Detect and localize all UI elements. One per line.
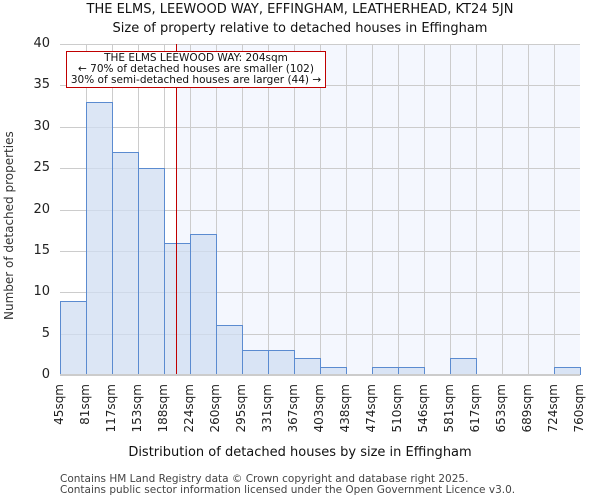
annotation-box: THE ELMS LEEWOOD WAY: 204sqm ← 70% of de…: [66, 51, 326, 88]
plot-area: THE ELMS LEEWOOD WAY: 204sqm ← 70% of de…: [60, 44, 581, 375]
x-tick-label: 188sqm: [156, 384, 170, 433]
histogram-bar: [268, 350, 295, 375]
footer-line-2: Contains public sector information licen…: [60, 484, 516, 496]
annotation-line-1: THE ELMS LEEWOOD WAY: 204sqm: [104, 52, 288, 64]
y-axis-label: Number of detached properties: [2, 131, 16, 320]
gridline-vertical: [216, 44, 217, 375]
y-tick-label: 5: [41, 325, 50, 341]
histogram-bar: [242, 350, 269, 375]
gridline-vertical: [294, 44, 295, 375]
x-tick-label: 331sqm: [260, 384, 274, 433]
histogram-bar: [216, 325, 243, 375]
y-tick-label: 30: [33, 118, 50, 134]
histogram-bar: [398, 366, 425, 375]
histogram-bar: [138, 168, 165, 375]
y-tick-label: 35: [33, 77, 50, 93]
x-tick-label: 724sqm: [546, 384, 560, 433]
y-tick-label: 15: [33, 242, 50, 258]
gridline-vertical: [424, 44, 425, 375]
x-tick-label: 403sqm: [312, 384, 326, 433]
x-tick-label: 510sqm: [390, 384, 404, 433]
gridline-vertical: [476, 44, 477, 375]
gridline-vertical: [372, 44, 373, 375]
gridline-vertical: [320, 44, 321, 375]
x-tick-label: 367sqm: [286, 384, 300, 433]
histogram-bar: [294, 358, 321, 375]
x-tick-label: 689sqm: [520, 384, 534, 433]
annotation-line-3: 30% of semi-detached houses are larger (…: [70, 74, 322, 86]
footer-line-1: Contains HM Land Registry data © Crown c…: [60, 473, 469, 485]
histogram-bar: [320, 366, 347, 375]
gridline-vertical: [346, 44, 347, 375]
y-tick-label: 25: [33, 160, 50, 176]
histogram-bar: [112, 151, 139, 375]
y-tick-label: 0: [41, 367, 50, 382]
x-tick-label: 224sqm: [182, 384, 196, 433]
gridline-vertical: [528, 44, 529, 375]
property-marker-line: [175, 44, 177, 375]
x-tick-label: 581sqm: [442, 384, 456, 433]
histogram-bar: [450, 358, 477, 375]
histogram-bar: [164, 242, 191, 375]
chart-title: THE ELMS, LEEWOOD WAY, EFFINGHAM, LEATHE…: [86, 2, 514, 17]
gridline-vertical: [502, 44, 503, 375]
x-tick-label: 81sqm: [78, 384, 92, 425]
x-axis-label: Distribution of detached houses by size …: [128, 445, 472, 460]
gridline-vertical: [450, 44, 451, 375]
x-tick-label: 760sqm: [572, 384, 586, 433]
x-tick-label: 474sqm: [364, 384, 378, 433]
x-tick-label: 438sqm: [338, 384, 352, 433]
gridline-vertical: [190, 44, 191, 375]
x-tick-label: 653sqm: [494, 384, 508, 433]
histogram-bar: [86, 101, 113, 375]
x-tick-label: 260sqm: [208, 384, 222, 433]
x-tick-label: 45sqm: [52, 384, 66, 425]
chart-subtitle: Size of property relative to detached ho…: [112, 21, 488, 36]
y-tick-label: 40: [33, 36, 50, 51]
x-tick-label: 546sqm: [416, 384, 430, 433]
histogram-bar: [554, 366, 581, 375]
x-tick-label: 117sqm: [104, 384, 118, 433]
annotation-line-2: ← 70% of detached houses are smaller (10…: [78, 63, 314, 75]
x-tick-label: 617sqm: [468, 384, 482, 433]
x-tick-label: 295sqm: [234, 384, 248, 433]
y-tick-label: 10: [33, 284, 50, 300]
histogram-bar: [190, 234, 217, 375]
histogram-bar: [60, 300, 87, 375]
gridline-vertical: [242, 44, 243, 375]
gridline-vertical: [268, 44, 269, 375]
gridline-vertical: [554, 44, 555, 375]
x-axis-line: [60, 374, 580, 376]
gridline-vertical: [398, 44, 399, 375]
y-tick-label: 20: [33, 201, 50, 217]
x-tick-label: 153sqm: [130, 384, 144, 433]
